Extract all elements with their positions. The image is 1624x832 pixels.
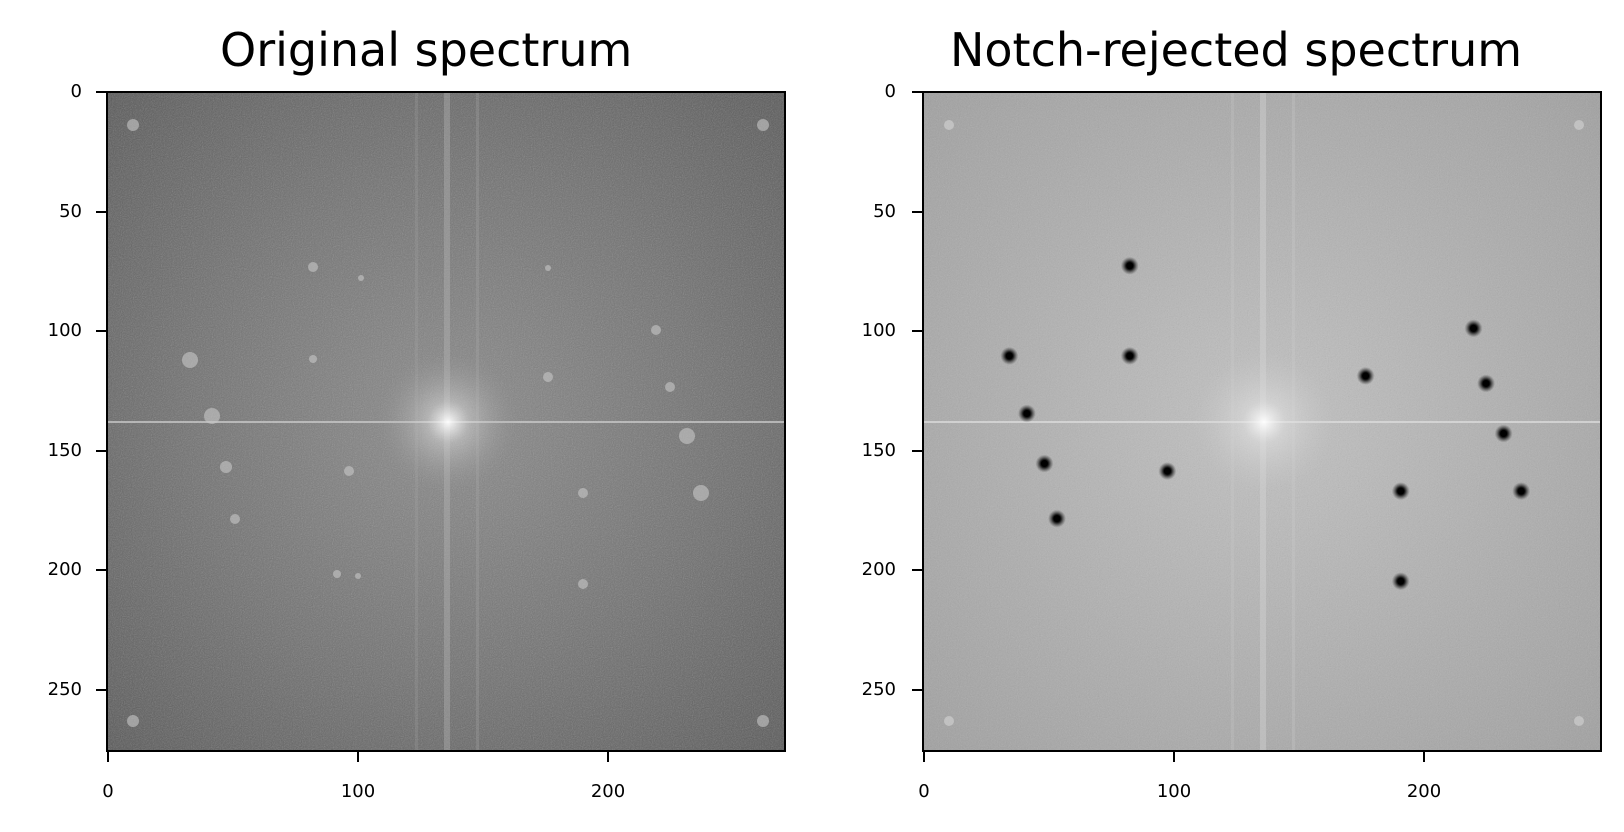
x-tick-label: 0 bbox=[918, 781, 930, 802]
notch-point-core bbox=[1362, 372, 1370, 380]
y-tick bbox=[96, 330, 106, 332]
notch-point-core bbox=[1126, 352, 1134, 360]
y-tick-label: 200 bbox=[47, 559, 82, 580]
panel-original-spectrum: Original spectrum bbox=[47, 23, 786, 802]
y-tick-label: 100 bbox=[861, 320, 896, 341]
y-tick bbox=[912, 569, 922, 571]
panel-title: Notch-rejected spectrum bbox=[950, 23, 1523, 77]
y-tick bbox=[912, 330, 922, 332]
x-tick bbox=[923, 752, 925, 762]
y-tick bbox=[912, 450, 922, 452]
spectrum-image bbox=[108, 93, 784, 750]
notch-point-core bbox=[1040, 460, 1048, 468]
x-tick bbox=[357, 752, 359, 762]
notch-point-core bbox=[1517, 487, 1525, 495]
y-tick-label: 250 bbox=[861, 679, 896, 700]
y-tick-label: 100 bbox=[47, 320, 82, 341]
y-tick bbox=[96, 450, 106, 452]
panel-notch-rejected-spectrum: Notch-rejected spectrum bbox=[812, 0, 1624, 832]
y-tick-label: 250 bbox=[47, 679, 82, 700]
y-tick-label: 200 bbox=[861, 559, 896, 580]
y-tick bbox=[96, 569, 106, 571]
y-tick bbox=[96, 91, 106, 93]
y-tick bbox=[912, 91, 922, 93]
notch-point-core bbox=[1005, 352, 1013, 360]
x-tick-label: 200 bbox=[1406, 781, 1442, 802]
x-tick bbox=[1173, 752, 1175, 762]
y-tick bbox=[912, 211, 922, 213]
x-tick bbox=[607, 752, 609, 762]
x-tick bbox=[107, 752, 109, 762]
notch-point-core bbox=[1163, 467, 1171, 475]
notch-point-core bbox=[1482, 379, 1490, 387]
notch-point-core bbox=[1023, 409, 1031, 417]
y-tick-label: 0 bbox=[70, 81, 82, 102]
panel-title: Original spectrum bbox=[220, 23, 633, 77]
y-tick-label: 50 bbox=[873, 201, 896, 222]
y-tick-label: 150 bbox=[861, 440, 896, 461]
spectrum-image bbox=[924, 93, 1600, 750]
notch-point-core bbox=[1397, 577, 1405, 585]
notch-point-core bbox=[1397, 487, 1405, 495]
x-tick-label: 200 bbox=[590, 781, 626, 802]
y-tick bbox=[96, 211, 106, 213]
y-tick bbox=[912, 689, 922, 691]
notch-point-core bbox=[1500, 430, 1508, 438]
x-tick-label: 0 bbox=[102, 781, 114, 802]
x-tick-label: 100 bbox=[1156, 781, 1192, 802]
x-tick bbox=[1423, 752, 1425, 762]
image-frame bbox=[106, 91, 786, 752]
y-tick bbox=[96, 689, 106, 691]
notch-point-core bbox=[1126, 262, 1134, 270]
notch-point-core bbox=[1470, 324, 1478, 332]
y-tick-label: 150 bbox=[47, 440, 82, 461]
y-tick-label: 0 bbox=[884, 81, 896, 102]
notch-point-core bbox=[1053, 515, 1061, 523]
image-frame bbox=[922, 91, 1602, 752]
y-tick-label: 50 bbox=[59, 201, 82, 222]
x-tick-label: 100 bbox=[340, 781, 376, 802]
